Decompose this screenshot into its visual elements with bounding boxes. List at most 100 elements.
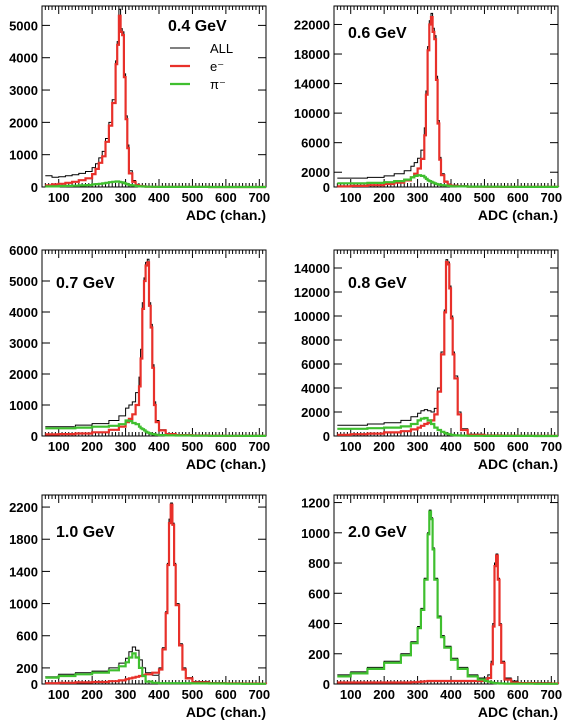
y-tick-label: 2000 [301,405,330,420]
series-pion-line [45,652,266,685]
legend-pion-label: π⁻ [210,77,226,92]
y-tick-label: 600 [308,586,330,601]
series-electron-line [337,554,560,685]
y-tick-label: 600 [16,629,38,644]
series-pion-line [337,174,560,188]
x-tick-label: 600 [507,439,529,454]
x-tick-label: 100 [48,439,70,454]
series-electron-line [45,503,268,685]
x-tick-label: 300 [407,190,429,205]
y-tick-label: 1800 [9,532,38,547]
x-tick-label: 400 [148,439,170,454]
x-tick-label: 300 [407,439,429,454]
plot-frame [41,494,267,685]
x-tick-label: 400 [440,439,462,454]
energy-label: 2.0 GeV [348,524,407,541]
x-tick-label: 100 [48,190,70,205]
y-tick-label: 10000 [294,309,330,324]
panel-4: 100 200 300 400 500 600 700 0 2000 4000 6000 8000 10… [294,249,562,472]
x-tick-label: 100 [340,439,362,454]
y-tick-label: 14000 [294,77,330,92]
panel-3: 100 200 300 400 500 600 700 0 1000 2000 3000 4000 50… [9,243,270,472]
x-tick-label: 100 [340,190,362,205]
x-tick-label: 100 [340,687,362,702]
x-tick-label: 700 [540,190,562,205]
x-tick-label: 200 [81,439,103,454]
y-tick-label: 6000 [301,357,330,372]
x-tick-label: 200 [81,687,103,702]
panel-5: 100 200 300 400 500 600 7000200600100014001800… [9,494,270,720]
y-tick-label: 2000 [301,165,330,180]
x-tick-label: 700 [248,190,270,205]
y-tick-label: 5000 [9,18,38,33]
legend-electron-label: e⁻ [210,59,224,74]
y-tick-label: 1000 [9,148,38,163]
x-tick-label: 700 [540,439,562,454]
legend-all-label: ALL [210,41,233,56]
x-tick-label: 300 [407,687,429,702]
x-tick-label: 300 [115,439,137,454]
y-tick-label: 2000 [9,367,38,382]
x-tick-label: 600 [215,439,237,454]
y-tick-label: 18000 [294,47,330,62]
y-tick-label: 4000 [9,51,38,66]
y-tick-label: 0 [323,180,330,195]
x-axis-label: ADC (chan.) [478,207,558,223]
x-axis-label: ADC (chan.) [478,456,558,472]
y-tick-label: 0 [31,180,38,195]
energy-label: 0.4 GeV [168,18,227,35]
y-tick-label: 5000 [9,274,38,289]
y-tick-label: 0 [323,429,330,444]
x-tick-label: 600 [507,687,529,702]
x-tick-label: 300 [115,190,137,205]
x-tick-label: 500 [182,687,204,702]
y-tick-label: 1400 [9,564,38,579]
y-tick-label: 1000 [9,597,38,612]
energy-label: 0.6 GeV [348,25,407,42]
plot-frame [333,249,559,437]
plot-frame [41,5,267,188]
energy-label: 0.7 GeV [56,275,115,292]
y-tick-label: 0 [31,429,38,444]
y-tick-label: 3000 [9,83,38,98]
y-tick-label: 1200 [301,496,330,511]
x-axis-label: ADC (chan.) [186,456,266,472]
y-tick-label: 4000 [9,305,38,320]
x-tick-label: 500 [182,439,204,454]
energy-label: 1.0 GeV [56,524,115,541]
x-tick-label: 600 [507,190,529,205]
y-tick-label: 200 [308,647,330,662]
x-tick-label: 300 [115,687,137,702]
x-tick-label: 400 [148,190,170,205]
x-tick-label: 400 [148,687,170,702]
x-tick-label: 200 [81,190,103,205]
y-tick-label: 4000 [301,381,330,396]
x-tick-label: 700 [248,439,270,454]
series-pion-line [337,510,558,685]
y-tick-label: 6000 [9,243,38,258]
y-tick-label: 1000 [9,398,38,413]
y-tick-label: 6000 [301,136,330,151]
y-tick-label: 400 [308,617,330,632]
x-tick-label: 200 [373,687,395,702]
y-tick-label: 22000 [294,17,330,32]
y-tick-label: 0 [31,677,38,692]
x-tick-label: 400 [440,190,462,205]
y-tick-label: 2000 [9,115,38,130]
y-tick-label: 10000 [294,106,330,121]
series-pion-line [45,419,266,437]
y-tick-label: 200 [16,661,38,676]
y-tick-label: 3000 [9,336,38,351]
energy-label: 0.8 GeV [348,275,407,292]
y-tick-label: 0 [323,677,330,692]
y-tick-label: 2200 [9,500,38,515]
series-pion-line [45,180,266,189]
y-tick-label: 12000 [294,285,330,300]
y-tick-label: 8000 [301,333,330,348]
y-tick-label: 14000 [294,261,330,276]
legend: ALL e⁻ π⁻ [170,41,233,92]
series-pion-line [337,416,558,438]
x-tick-label: 600 [215,687,237,702]
x-tick-label: 500 [474,190,496,205]
